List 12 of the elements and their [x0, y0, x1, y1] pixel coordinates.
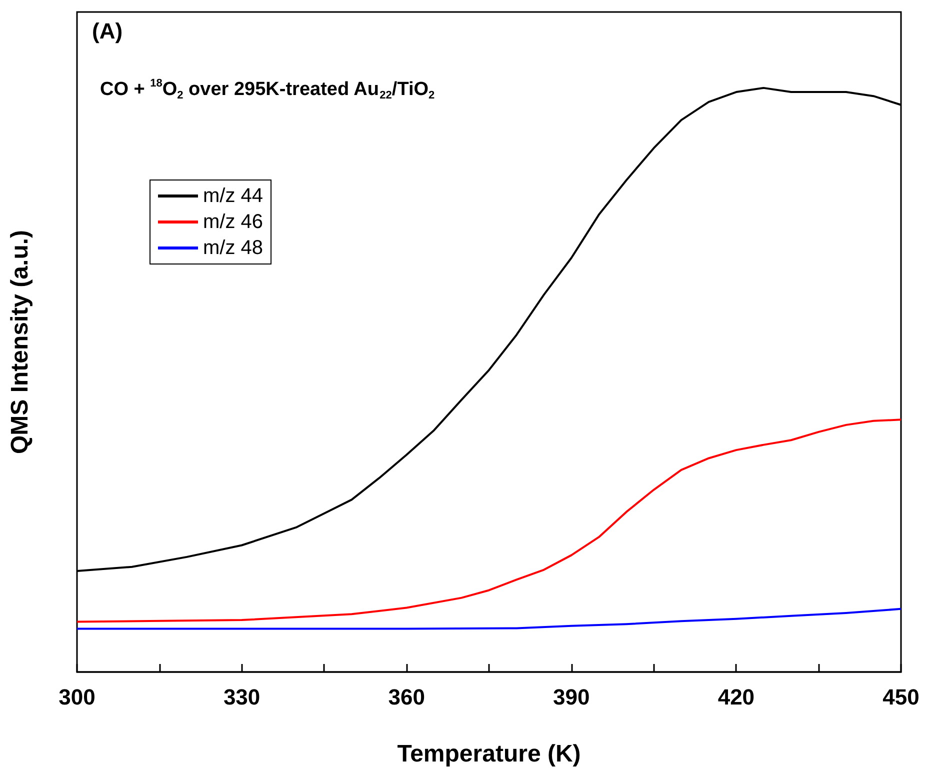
x-tick-label: 450	[882, 684, 920, 710]
x-axis-title: Temperature (K)	[397, 740, 581, 768]
x-tick-label: 300	[58, 684, 96, 710]
x-tick-label: 390	[553, 684, 590, 710]
y-axis-title: QMS Intensity (a.u.)	[6, 230, 34, 454]
legend-label: m/z 44	[203, 185, 264, 207]
x-tick-label: 360	[388, 684, 425, 710]
x-tick-label: 420	[718, 684, 755, 710]
text: (A)	[92, 18, 123, 44]
x-tick-label: 330	[223, 684, 260, 710]
legend-label: m/z 48	[203, 237, 264, 259]
legend-label: m/z 46	[203, 211, 264, 233]
